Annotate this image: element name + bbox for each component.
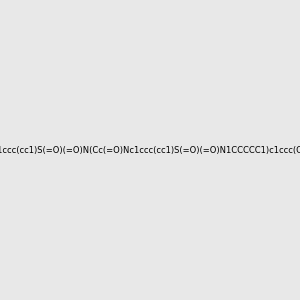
Text: COc1ccc(cc1)S(=O)(=O)N(Cc(=O)Nc1ccc(cc1)S(=O)(=O)N1CCCCC1)c1ccc(C)cc1: COc1ccc(cc1)S(=O)(=O)N(Cc(=O)Nc1ccc(cc1)… — [0, 146, 300, 154]
